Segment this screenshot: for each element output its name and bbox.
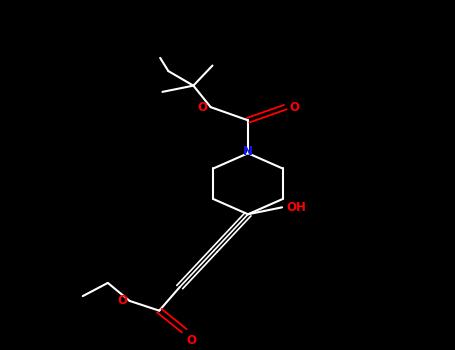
Text: O: O [289,101,299,114]
Text: O: O [117,294,127,307]
Text: N: N [243,145,253,158]
Text: O: O [197,101,207,114]
Text: O: O [186,334,196,347]
Text: OH: OH [287,201,307,214]
